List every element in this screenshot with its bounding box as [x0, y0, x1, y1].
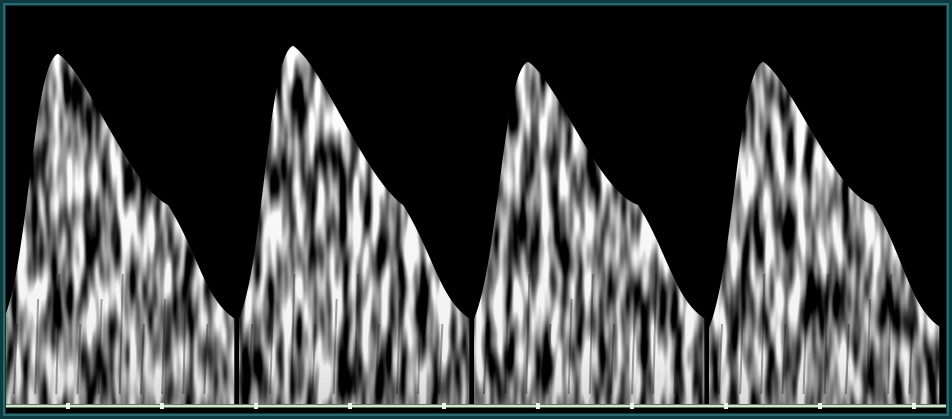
spectral-streak	[718, 323, 723, 395]
spectral-streak	[781, 323, 787, 395]
spectral-streak	[546, 323, 552, 395]
waveform-cycle-1	[6, 53, 235, 404]
spectral-streak	[567, 298, 573, 395]
waveform-cycle-2	[239, 45, 470, 405]
spectral-streak	[55, 273, 61, 395]
spectral-streak	[290, 273, 296, 395]
spectral-streak	[417, 273, 423, 395]
baseline-tick	[536, 403, 540, 409]
baseline-tick	[442, 403, 446, 409]
baseline-tick	[818, 403, 822, 409]
baseline-tick	[160, 403, 164, 409]
spectral-streak	[34, 298, 40, 395]
baseline-tick	[630, 403, 634, 409]
baseline-tick	[348, 403, 352, 409]
spectral-streak	[374, 323, 380, 395]
frame-border	[3, 3, 949, 416]
spectral-streak	[483, 323, 488, 395]
baseline-tick	[724, 403, 728, 409]
baseline-tick	[254, 403, 258, 409]
spectral-streak	[139, 323, 145, 395]
spectral-streak	[13, 323, 18, 395]
spectral-streak	[631, 298, 637, 395]
spectral-doppler-display	[6, 6, 946, 413]
spectral-streak	[844, 323, 850, 395]
spectral-streak	[76, 323, 82, 395]
spectral-streak	[525, 273, 531, 395]
spectral-streak	[802, 298, 808, 395]
spectral-streak	[97, 298, 103, 395]
doppler-waveform	[6, 6, 946, 413]
spectral-streak	[161, 298, 167, 395]
spectral-streak	[823, 273, 829, 395]
spectral-streak	[673, 323, 679, 395]
spectral-streak	[311, 323, 317, 395]
spectral-streak	[248, 323, 253, 395]
spectral-streak	[396, 298, 402, 395]
spectral-streak	[652, 273, 658, 395]
spectral-streak	[588, 273, 594, 395]
spectral-streak	[866, 298, 872, 395]
waveform-cycle-3	[474, 61, 705, 404]
spectral-streak	[739, 298, 745, 395]
spectral-streak	[438, 323, 444, 395]
baseline-tick	[912, 403, 916, 409]
spectral-streak	[332, 298, 338, 395]
spectral-streak	[353, 273, 359, 395]
spectral-streak	[269, 298, 275, 395]
spectral-streak	[908, 323, 914, 395]
spectral-streak	[887, 273, 893, 395]
baseline-tick	[66, 403, 70, 409]
spectral-streak	[609, 323, 615, 395]
spectral-streak	[760, 273, 766, 395]
waveform-cycle-4	[709, 61, 940, 404]
spectral-streak	[203, 323, 209, 395]
spectral-streak	[182, 273, 188, 395]
spectral-streak	[118, 273, 124, 395]
spectral-streak	[504, 298, 510, 395]
